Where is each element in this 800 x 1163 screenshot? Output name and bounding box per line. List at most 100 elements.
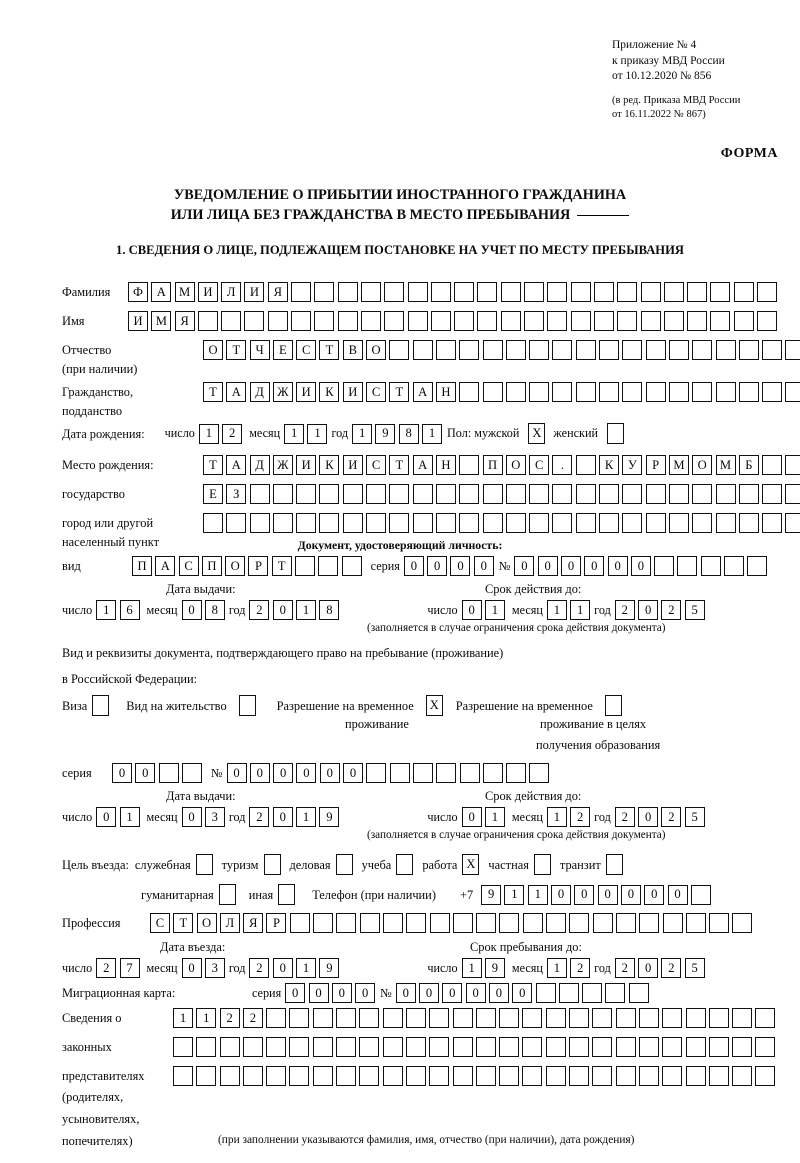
cell[interactable]: 3 xyxy=(204,958,225,978)
cell[interactable] xyxy=(272,484,293,504)
cell[interactable] xyxy=(663,311,684,331)
cell[interactable] xyxy=(710,311,731,331)
cell[interactable] xyxy=(708,1066,729,1086)
cell[interactable]: 0 xyxy=(638,600,659,620)
cell[interactable] xyxy=(757,311,778,331)
cell[interactable]: 2 xyxy=(249,958,270,978)
cell[interactable]: 1 xyxy=(284,423,305,444)
cell[interactable]: Ж xyxy=(272,382,293,402)
cell[interactable] xyxy=(384,282,405,302)
cell[interactable] xyxy=(482,513,503,533)
cell[interactable] xyxy=(196,1037,217,1057)
cell[interactable] xyxy=(685,1008,706,1028)
cell[interactable] xyxy=(575,340,596,360)
cell[interactable] xyxy=(547,282,568,302)
cell[interactable] xyxy=(605,983,626,1003)
cell[interactable] xyxy=(547,311,568,331)
cell[interactable] xyxy=(267,311,288,331)
cell[interactable] xyxy=(762,484,783,504)
cell[interactable] xyxy=(755,1008,776,1028)
cell[interactable] xyxy=(755,1066,776,1086)
cell[interactable] xyxy=(592,1037,613,1057)
cell[interactable]: 0 xyxy=(630,556,651,576)
cell[interactable]: Р xyxy=(266,913,287,933)
cell[interactable] xyxy=(615,1008,636,1028)
cell[interactable]: 0 xyxy=(343,763,364,783)
cell[interactable]: 8 xyxy=(398,423,419,444)
cell[interactable] xyxy=(405,1037,426,1057)
cell[interactable]: 0 xyxy=(395,983,416,1003)
cell[interactable] xyxy=(475,1066,496,1086)
checkbox-purpose-3[interactable] xyxy=(396,854,414,875)
cell[interactable] xyxy=(291,311,312,331)
cell[interactable] xyxy=(366,513,387,533)
cell[interactable] xyxy=(412,763,433,783)
cell[interactable] xyxy=(289,1037,310,1057)
cell[interactable] xyxy=(475,1037,496,1057)
cell[interactable] xyxy=(663,282,684,302)
cell[interactable]: Д xyxy=(249,455,270,475)
cell[interactable]: Т xyxy=(271,556,292,576)
cell[interactable] xyxy=(640,282,661,302)
cell[interactable] xyxy=(436,763,457,783)
cell[interactable]: 7 xyxy=(119,958,140,978)
cell[interactable]: А xyxy=(226,455,247,475)
cell[interactable]: 0 xyxy=(403,556,424,576)
cell[interactable] xyxy=(687,282,708,302)
cell[interactable] xyxy=(617,282,638,302)
cell[interactable] xyxy=(724,556,745,576)
cell[interactable]: О xyxy=(366,340,387,360)
cell[interactable] xyxy=(570,311,591,331)
cell[interactable] xyxy=(575,382,596,402)
checkbox-purpose-0[interactable] xyxy=(218,884,236,905)
cell[interactable] xyxy=(524,311,545,331)
cell[interactable] xyxy=(173,1066,193,1086)
cell[interactable]: 2 xyxy=(661,958,682,978)
cell[interactable] xyxy=(459,763,480,783)
cell[interactable] xyxy=(668,340,689,360)
cell[interactable] xyxy=(452,1066,473,1086)
cell[interactable] xyxy=(429,913,450,933)
cell[interactable] xyxy=(435,340,456,360)
cell[interactable] xyxy=(638,1008,659,1028)
cell[interactable] xyxy=(337,282,358,302)
cell[interactable] xyxy=(732,913,753,933)
cell[interactable]: Р xyxy=(248,556,269,576)
cell[interactable] xyxy=(545,1008,566,1028)
cell[interactable] xyxy=(266,1066,287,1086)
cell[interactable] xyxy=(668,382,689,402)
cell[interactable]: 0 xyxy=(465,983,486,1003)
cell[interactable] xyxy=(692,513,713,533)
cell[interactable] xyxy=(662,1066,683,1086)
cell[interactable]: 1 xyxy=(527,884,548,905)
cell[interactable]: К xyxy=(599,455,620,475)
cell[interactable]: 5 xyxy=(684,807,705,827)
cell[interactable] xyxy=(715,513,736,533)
cell[interactable] xyxy=(407,311,428,331)
cell[interactable]: 0 xyxy=(112,763,132,783)
cell[interactable] xyxy=(505,340,526,360)
cell[interactable] xyxy=(266,1008,287,1028)
checkbox-female[interactable] xyxy=(607,423,624,444)
cell[interactable]: 0 xyxy=(181,600,202,620)
cell[interactable] xyxy=(477,282,498,302)
cell[interactable] xyxy=(529,763,550,783)
cell[interactable] xyxy=(747,556,768,576)
cell[interactable] xyxy=(645,484,666,504)
cell[interactable]: 2 xyxy=(614,600,635,620)
cell[interactable] xyxy=(575,513,596,533)
cell[interactable] xyxy=(221,311,242,331)
cell[interactable]: 9 xyxy=(319,958,340,978)
cell[interactable] xyxy=(692,484,713,504)
cell[interactable]: Т xyxy=(173,913,194,933)
cell[interactable]: С xyxy=(296,340,317,360)
cell[interactable]: И xyxy=(244,282,265,302)
cell[interactable] xyxy=(592,913,613,933)
cell[interactable]: У xyxy=(622,455,643,475)
cell[interactable] xyxy=(319,513,340,533)
cell[interactable]: 0 xyxy=(450,556,471,576)
